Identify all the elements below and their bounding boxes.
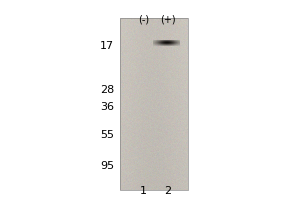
Text: 28: 28: [100, 85, 114, 95]
Text: 95: 95: [100, 161, 114, 171]
Bar: [120, 18, 188, 190]
Text: (+): (+): [160, 14, 176, 24]
Text: 55: 55: [100, 130, 114, 140]
Text: 17: 17: [100, 41, 114, 51]
Text: (-): (-): [138, 14, 149, 24]
Text: 36: 36: [100, 102, 114, 112]
Text: 1: 1: [140, 186, 147, 196]
Text: 2: 2: [164, 186, 171, 196]
